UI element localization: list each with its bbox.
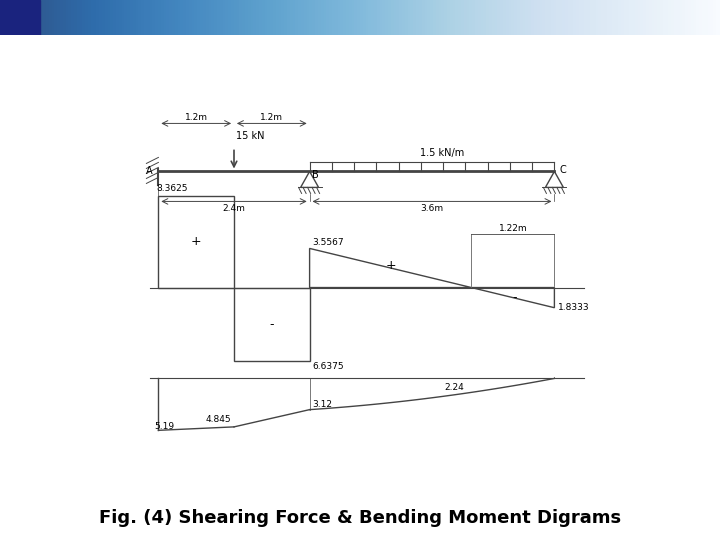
Text: 5.19: 5.19 [154,422,174,431]
Text: B: B [312,171,318,180]
Text: 3.12: 3.12 [312,400,333,409]
Text: C: C [559,165,566,176]
Text: 15 kN: 15 kN [236,131,264,141]
Text: 2.4m: 2.4m [222,204,246,213]
Text: 3.5567: 3.5567 [312,238,344,247]
Text: +: + [385,260,396,273]
Bar [0,0,40,35]
Text: 1.2m: 1.2m [261,113,283,122]
Text: 1.22m: 1.22m [499,224,527,233]
Text: Fig. (4) Shearing Force & Bending Moment Digrams: Fig. (4) Shearing Force & Bending Moment… [99,509,621,527]
Text: A: A [145,166,153,177]
Text: 3.6m: 3.6m [420,204,444,213]
Text: 1.2m: 1.2m [185,113,207,122]
Text: 1.8333: 1.8333 [559,303,590,312]
Text: 6.6375: 6.6375 [312,362,344,371]
Text: -: - [269,318,274,330]
Text: +: + [191,235,202,248]
Text: 2.24: 2.24 [444,383,464,393]
Text: -: - [513,291,517,304]
Text: 1.5 kN/m: 1.5 kN/m [420,148,464,158]
Text: 8.3625: 8.3625 [156,184,188,193]
Text: 4.845: 4.845 [205,415,231,424]
